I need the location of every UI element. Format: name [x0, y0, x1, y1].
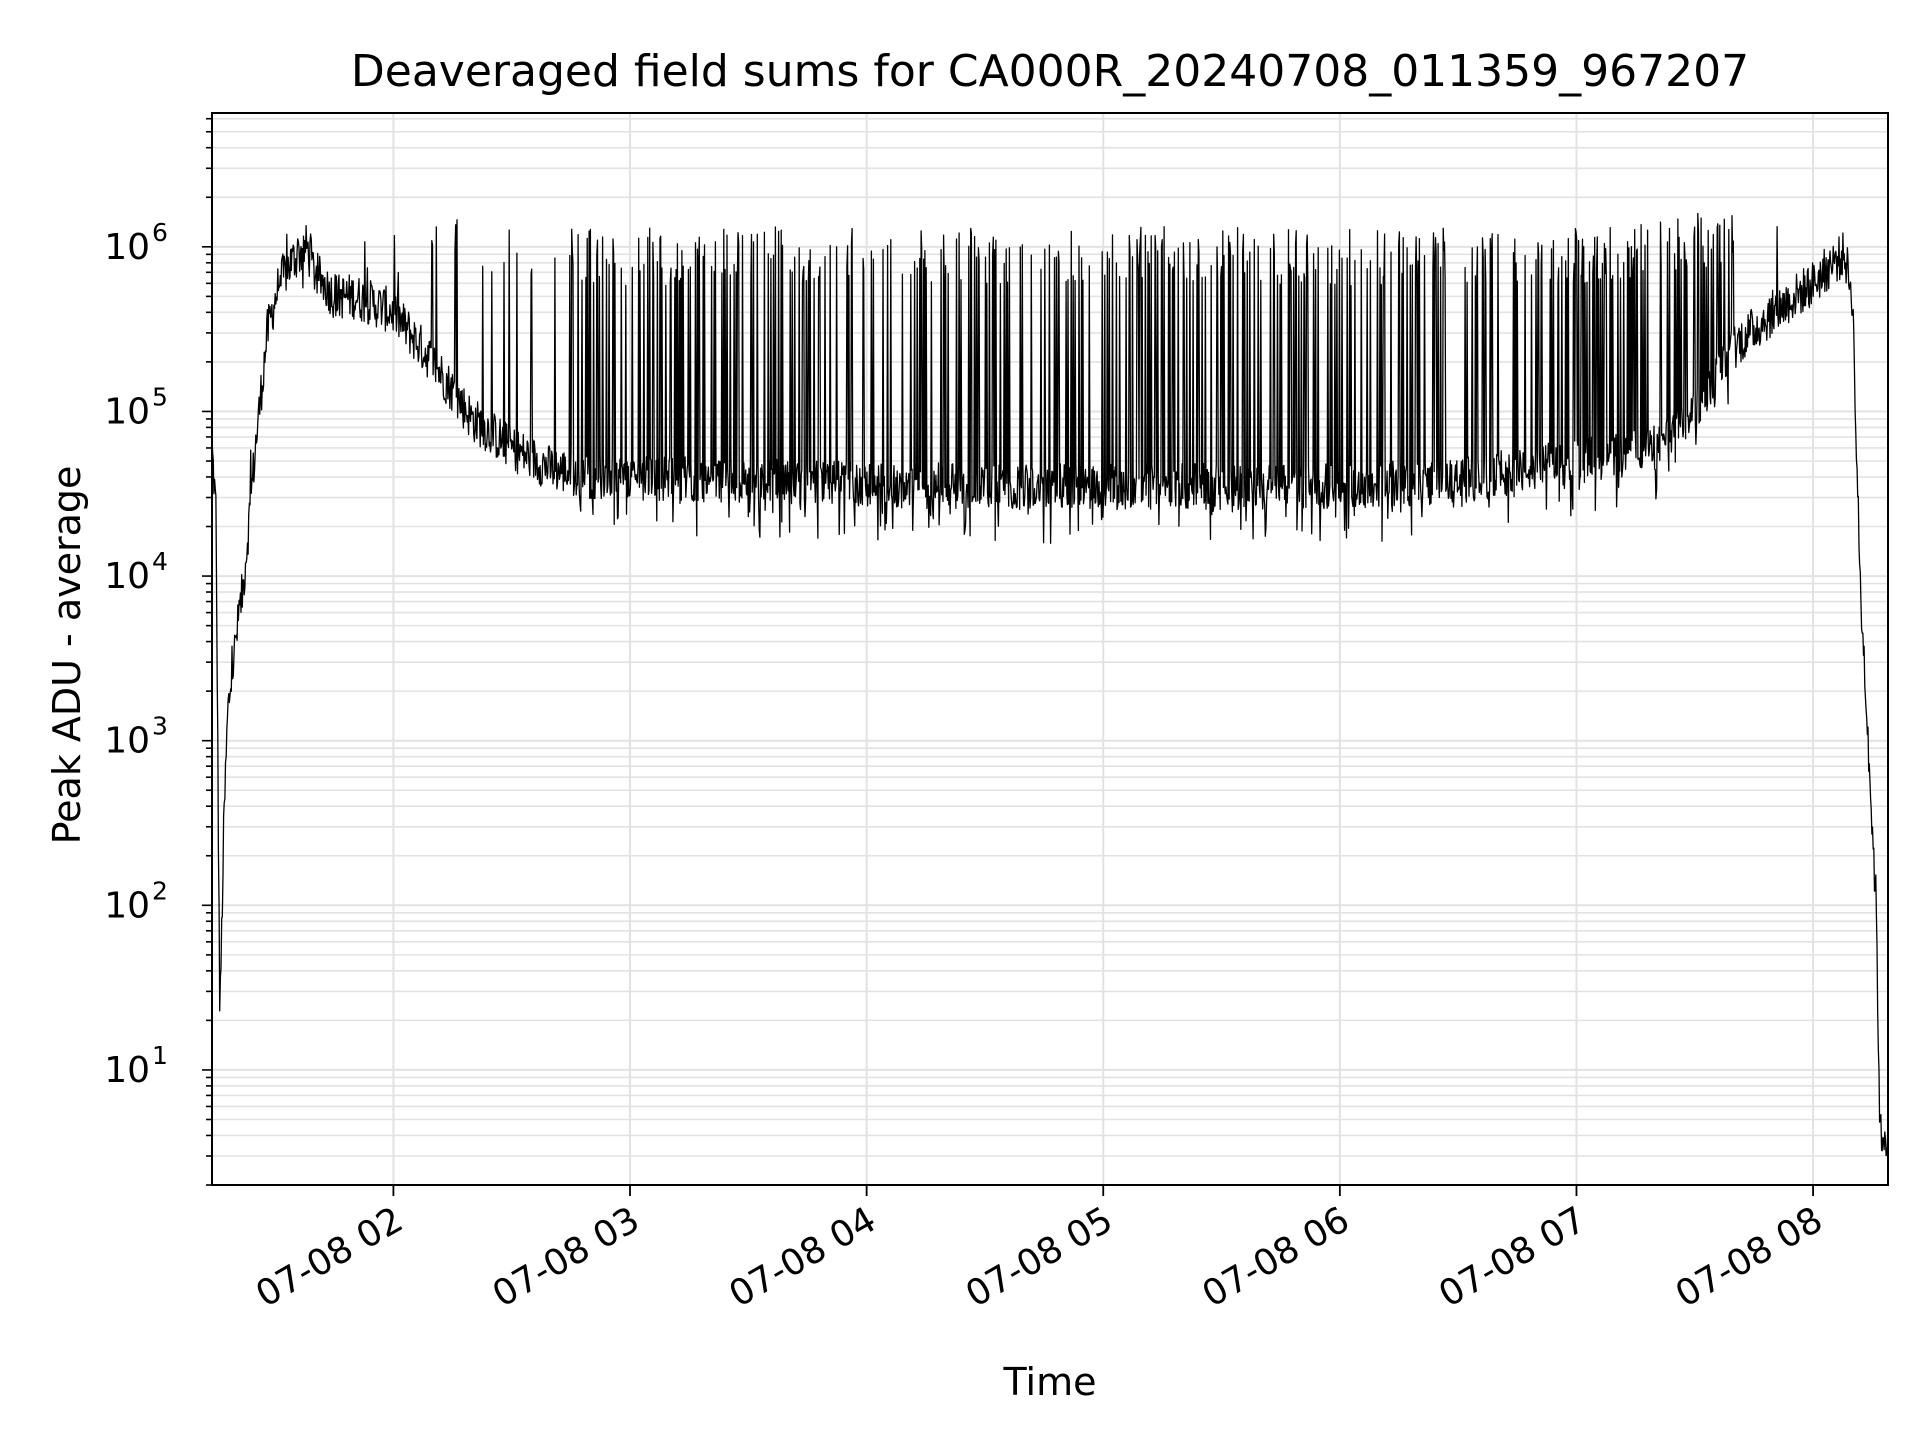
y-tick-exponent: 1 [152, 1041, 168, 1070]
x-axis-label: Time [1003, 1360, 1097, 1404]
y-tick-exponent: 4 [152, 547, 168, 576]
y-tick-label: 10 [104, 227, 150, 268]
chart-title: Deaveraged field sums for CA000R_2024070… [351, 46, 1749, 97]
series-layer [211, 212, 1889, 1157]
y-tick-label: 10 [104, 1050, 150, 1091]
y-tick-label: 10 [104, 556, 150, 597]
y-tick-exponent: 3 [152, 712, 168, 741]
y-tick-label: 10 [104, 391, 150, 432]
plot-frame [211, 112, 1889, 1186]
y-tick-exponent: 5 [152, 382, 168, 411]
y-tick-exponent: 2 [152, 876, 168, 905]
y-tick-label: 10 [104, 721, 150, 762]
y-axis-label: Peak ADU - average [45, 466, 89, 845]
y-tick-exponent: 6 [152, 218, 168, 247]
series-line [211, 212, 1889, 1157]
y-tick-label: 10 [104, 885, 150, 926]
